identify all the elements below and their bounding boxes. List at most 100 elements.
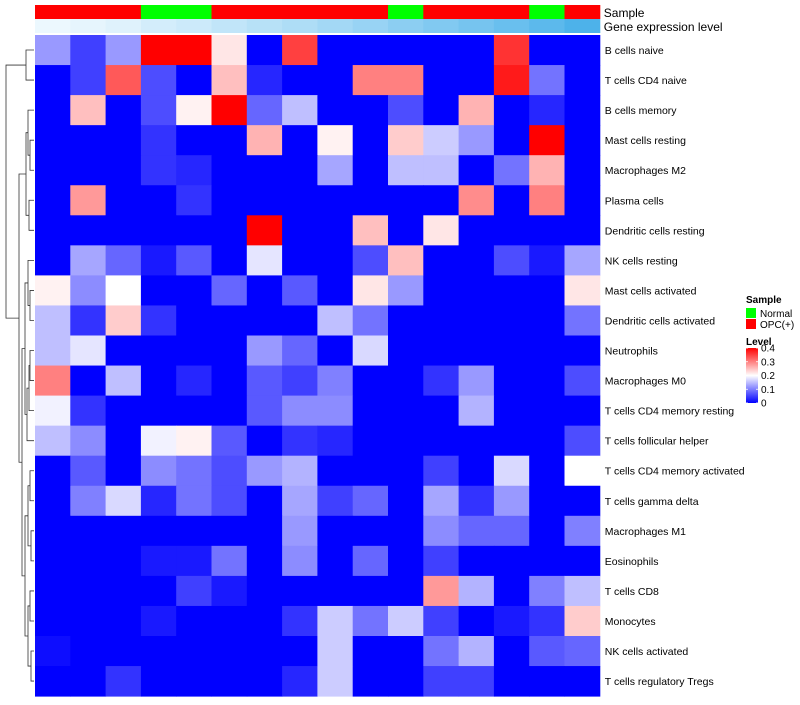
legend-tick-label: 0.4: [761, 344, 775, 355]
heatmap-cell: [529, 245, 565, 276]
heatmap-cell: [564, 305, 601, 336]
heatmap-cell: [493, 335, 530, 367]
heatmap-cell: [493, 305, 530, 336]
expression-annotation-cell: [493, 19, 530, 33]
row-label: Plasma cells: [605, 195, 664, 207]
heatmap-cell: [317, 275, 354, 306]
legend-tick-label: 0.1: [761, 385, 775, 396]
heatmap-cell: [140, 335, 177, 367]
sample-annotation-cell: [35, 5, 71, 19]
heatmap-cell: [564, 275, 601, 306]
heatmap-cell: [458, 155, 495, 186]
heatmap-cell: [282, 395, 318, 427]
sample-annotation-label: Sample: [604, 6, 645, 20]
row-label: T cells CD4 naive: [605, 75, 687, 87]
heatmap-cell: [246, 95, 283, 126]
heatmap-cell: [105, 365, 142, 397]
heatmap-cell: [35, 485, 71, 517]
heatmap-cell: [317, 155, 354, 186]
expression-annotation-cell: [140, 19, 177, 33]
heatmap-cell: [529, 185, 565, 216]
heatmap-cell: [458, 395, 495, 427]
heatmap-cell: [211, 515, 248, 547]
heatmap-cell: [529, 275, 565, 306]
heatmap-cell: [246, 155, 283, 186]
sample-annotation-cell: [211, 5, 248, 19]
heatmap-cell: [564, 425, 601, 457]
heatmap-cell: [35, 35, 71, 66]
heatmap-cell: [246, 35, 283, 66]
heatmap-cell: [529, 155, 565, 186]
row-label: T cells CD8: [605, 586, 659, 598]
heatmap-cell: [176, 575, 212, 607]
legend-tick-label: 0: [761, 399, 767, 410]
heatmap-cell: [105, 425, 142, 457]
heatmap-cell: [70, 35, 107, 66]
heatmap-cells: [35, 35, 601, 697]
heatmap-cell: [282, 185, 318, 216]
heatmap-cell: [423, 245, 460, 276]
heatmap-cell: [282, 245, 318, 276]
heatmap-cell: [529, 125, 565, 156]
heatmap-cell: [35, 636, 71, 667]
legend-entry-label: OPC(+): [760, 320, 794, 331]
heatmap-cell: [564, 605, 601, 637]
dendrogram-branch: [27, 485, 31, 547]
heatmap-cell: [140, 35, 177, 66]
row-label: T cells regulatory Tregs: [605, 676, 714, 688]
heatmap-cell: [529, 515, 565, 547]
heatmap-cell: [564, 155, 601, 186]
heatmap-cell: [458, 636, 495, 667]
heatmap-cell: [317, 125, 354, 156]
heatmap-cell: [388, 95, 424, 126]
expression-annotation-cell: [529, 19, 565, 33]
heatmap-cell: [246, 545, 283, 577]
heatmap-cell: [423, 515, 460, 547]
heatmap-cell: [352, 185, 389, 216]
dendrogram-branch: [30, 530, 34, 562]
dendrogram-branch: [24, 282, 28, 415]
heatmap-cell: [388, 65, 424, 96]
legend-swatch: [746, 319, 756, 329]
heatmap-cell: [493, 485, 530, 517]
expression-annotation-cell: [388, 19, 424, 33]
heatmap-cell: [35, 575, 71, 607]
heatmap-cell: [105, 666, 142, 697]
heatmap-cell: [140, 545, 177, 577]
heatmap-cell: [70, 636, 107, 667]
heatmap-cell: [70, 455, 107, 487]
heatmap-cell: [493, 395, 530, 427]
heatmap-cell: [105, 575, 142, 607]
heatmap-cell: [70, 485, 107, 517]
heatmap-cell: [352, 95, 389, 126]
heatmap-cell: [388, 365, 424, 397]
heatmap-cell: [176, 185, 212, 216]
legend-swatch: [746, 308, 756, 318]
heatmap-cell: [140, 575, 177, 607]
expression-annotation-cell: [282, 19, 318, 33]
row-label: Neutrophils: [605, 346, 658, 358]
heatmap-cell: [70, 275, 107, 306]
heatmap-cell: [352, 395, 389, 427]
heatmap-cell: [140, 185, 177, 216]
dendrogram-branch: [29, 470, 34, 502]
heatmap-cell: [564, 65, 601, 96]
heatmap-cell: [529, 65, 565, 96]
heatmap-cell: [388, 455, 424, 487]
legend-tick-label: 0.2: [761, 371, 775, 382]
heatmap-cell: [246, 65, 283, 96]
heatmap-cell: [70, 155, 107, 186]
heatmap-cell: [35, 305, 71, 336]
heatmap-cell: [564, 636, 601, 667]
row-label: T cells gamma delta: [605, 496, 699, 508]
heatmap-cell: [529, 545, 565, 577]
row-label: NK cells resting: [605, 255, 678, 267]
heatmap-cell: [246, 365, 283, 397]
heatmap-cell: [388, 35, 424, 66]
heatmap-cell: [140, 215, 177, 246]
expression-annotation-cell: [105, 19, 142, 33]
heatmap-cell: [529, 605, 565, 637]
heatmap-cell: [564, 395, 601, 427]
heatmap-cell: [176, 155, 212, 186]
heatmap-cell: [564, 485, 601, 517]
